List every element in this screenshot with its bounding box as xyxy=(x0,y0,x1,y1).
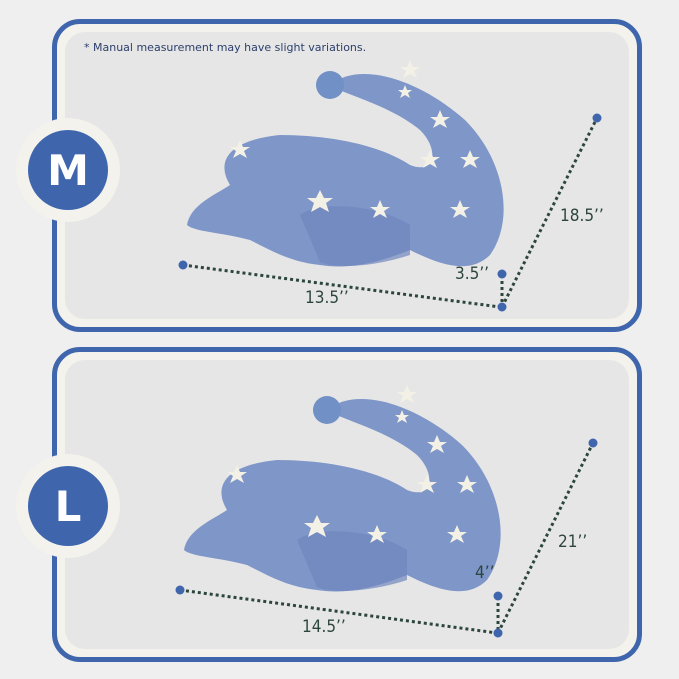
length-label-l: 21’’ xyxy=(558,532,588,552)
size-badge-m: M xyxy=(16,118,120,222)
endpoint-dot xyxy=(592,113,602,123)
endpoint-dot xyxy=(588,438,598,448)
length-line-m xyxy=(500,117,599,308)
width-line-m xyxy=(182,263,501,309)
measurement-note: * Manual measurement may have slight var… xyxy=(84,41,367,54)
endpoint-dot xyxy=(497,302,507,312)
pillow-l-image xyxy=(184,385,501,592)
endpoint-dot xyxy=(493,628,503,638)
length-label-m: 18.5’’ xyxy=(560,206,604,226)
size-label-l: L xyxy=(28,466,108,546)
endpoint-dot xyxy=(497,269,507,279)
height-label-m: 3.5’’ xyxy=(455,264,490,284)
size-badge-l: L xyxy=(16,454,120,558)
size-label-m: M xyxy=(28,130,108,210)
width-label-m: 13.5’’ xyxy=(305,288,349,308)
endpoint-dot xyxy=(175,585,185,595)
width-label-l: 14.5’’ xyxy=(302,617,346,637)
endpoint-dot xyxy=(178,260,188,270)
pillow-m-image xyxy=(187,60,504,267)
endpoint-dot xyxy=(493,591,503,601)
width-line-l xyxy=(179,588,498,635)
height-label-l: 4’’ xyxy=(475,563,495,583)
